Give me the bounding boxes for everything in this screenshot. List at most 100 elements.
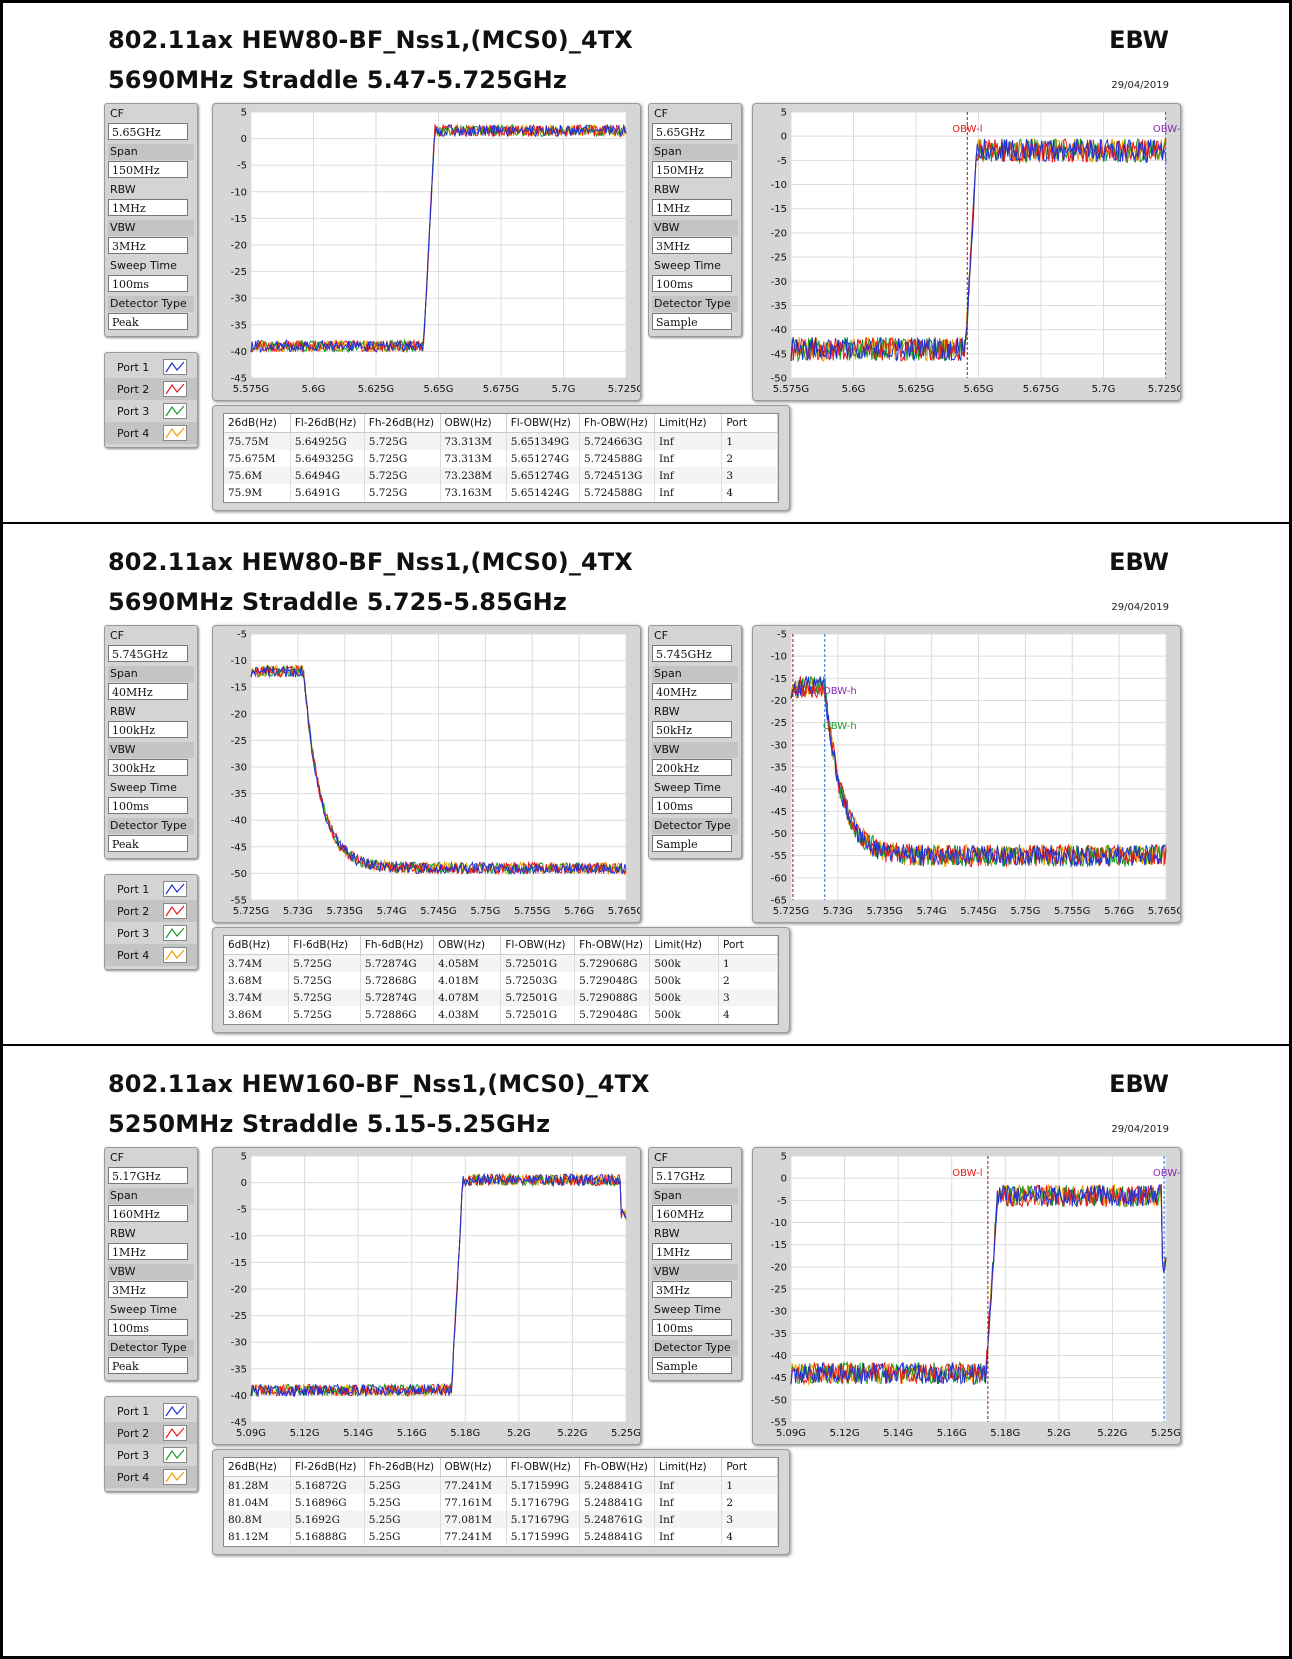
column-header: Port — [718, 936, 778, 955]
rbw-field[interactable]: 100kHz — [108, 721, 188, 738]
table-row[interactable]: 81.12M 5.16888G 5.25G 77.241M 5.171599G 5.248… — [224, 1528, 778, 1545]
spectrum-graph-graph2[interactable]: 5.725G 5.73G 5.735G 5.74G 5.745G 5.75G 5.755G 5… — [752, 625, 1181, 923]
vbw-field[interactable]: 3MHz — [652, 237, 732, 254]
spectrum-graph-graph1[interactable]: 5.725G 5.73G 5.735G 5.74G 5.745G 5.75G 5.755G 5… — [212, 625, 641, 923]
spectrum-graph-graph2[interactable]: 5.09G 5.12G 5.14G 5.16G 5.18G 5.2G 5.22G 5.25G 5… — [752, 1147, 1181, 1445]
table-row[interactable]: 75.6M 5.6494G 5.725G 73.238M 5.651274G 5.7245… — [224, 467, 778, 484]
table-cell: 75.9M — [224, 484, 291, 501]
span-label: Span — [652, 144, 738, 160]
table-row[interactable]: 80.8M 5.1692G 5.25G 77.081M 5.171679G 5.24876… — [224, 1511, 778, 1528]
rbw-label: RBW — [654, 1227, 680, 1240]
detector-type-field[interactable]: Sample — [652, 835, 732, 852]
legend-item-port-3[interactable]: Port 3 — [105, 1444, 197, 1466]
results-table: 26dB(Hz) Fl-26dB(Hz) Fh-26dB(Hz) OBW(Hz) Fl-… — [224, 414, 778, 501]
spectrum-graph-graph2[interactable]: 5.575G 5.6G 5.625G 5.65G 5.675G 5.7G 5.725G 5 0 -… — [752, 103, 1181, 401]
table-cell: 4 — [718, 1006, 778, 1023]
legend-item-port-4[interactable]: Port 4 — [105, 422, 197, 444]
table-cell: 1 — [721, 1476, 778, 1494]
legend-item-port-1[interactable]: Port 1 — [105, 878, 197, 900]
detector-type-field[interactable]: Sample — [652, 313, 732, 330]
detector-type-field[interactable]: Peak — [108, 313, 188, 330]
cf-field[interactable]: 5.745GHz — [652, 645, 732, 662]
y-tick-label: -20 — [771, 696, 787, 707]
spectrum-graph-graph1[interactable]: 5.575G 5.6G 5.625G 5.65G 5.675G 5.7G 5.725G 5 0 -… — [212, 103, 641, 401]
table-header-row: 26dB(Hz) Fl-26dB(Hz) Fh-26dB(Hz) OBW(Hz) Fl-… — [224, 414, 778, 433]
y-tick-label: -10 — [231, 656, 247, 667]
legend-item-port-3[interactable]: Port 3 — [105, 922, 197, 944]
cf-field[interactable]: 5.17GHz — [652, 1167, 732, 1184]
legend-item-port-2[interactable]: Port 2 — [105, 378, 197, 400]
span-field[interactable]: 160MHz — [108, 1205, 188, 1222]
detector-type-label: Detector Type — [108, 1340, 194, 1356]
column-header: Fl-26dB(Hz) — [290, 1458, 365, 1477]
y-tick-label: -45 — [231, 1418, 247, 1429]
column-header: Fl-26dB(Hz) — [290, 414, 365, 433]
table-row[interactable]: 75.9M 5.6491G 5.725G 73.163M 5.651424G 5.7245… — [224, 484, 778, 501]
legend-item-port-4[interactable]: Port 4 — [105, 944, 197, 966]
sweep-time-field[interactable]: 100ms — [108, 797, 188, 814]
detector-type-field[interactable]: Peak — [108, 1357, 188, 1374]
rbw-field[interactable]: 1MHz — [108, 1243, 188, 1260]
rbw-field[interactable]: 50kHz — [652, 721, 732, 738]
column-header: OBW(Hz) — [433, 936, 502, 955]
rbw-field[interactable]: 1MHz — [108, 199, 188, 216]
vbw-field[interactable]: 3MHz — [108, 237, 188, 254]
obw-marker-label: OBW-h — [1153, 1168, 1180, 1179]
span-field[interactable]: 40MHz — [652, 683, 732, 700]
vbw-field[interactable]: 3MHz — [652, 1281, 732, 1298]
table-row[interactable]: 81.28M 5.16872G 5.25G 77.241M 5.171599G 5.248… — [224, 1476, 778, 1494]
x-tick-label: 5.765G — [608, 906, 640, 917]
legend-item-port-1[interactable]: Port 1 — [105, 356, 197, 378]
vbw-field[interactable]: 300kHz — [108, 759, 188, 776]
table-row[interactable]: 75.675M 5.649325G 5.725G 73.313M 5.651274G 5.… — [224, 450, 778, 467]
y-tick-label: -20 — [231, 241, 247, 252]
y-tick-label: -30 — [231, 294, 247, 305]
span-field[interactable]: 150MHz — [108, 161, 188, 178]
left-settings-panel: CF 5.745GHz Span 40MHz RBW 100kHz VBW 300kHz Swe… — [104, 625, 198, 859]
detector-type-field[interactable]: Peak — [108, 835, 188, 852]
legend-item-port-2[interactable]: Port 2 — [105, 1422, 197, 1444]
cf-field[interactable]: 5.65GHz — [108, 123, 188, 140]
detector-type-field[interactable]: Sample — [652, 1357, 732, 1374]
sweep-time-field[interactable]: 100ms — [652, 797, 732, 814]
y-tick-label: -25 — [231, 736, 247, 747]
table-cell: 5.25G — [364, 1494, 441, 1511]
cf-field[interactable]: 5.17GHz — [108, 1167, 188, 1184]
cf-field[interactable]: 5.65GHz — [652, 123, 732, 140]
sweep-time-field[interactable]: 100ms — [108, 275, 188, 292]
vbw-field[interactable]: 200kHz — [652, 759, 732, 776]
table-row[interactable]: 3.74M 5.725G 5.72874G 4.058M 5.72501G 5.72906… — [224, 954, 778, 972]
rbw-field[interactable]: 1MHz — [652, 199, 732, 216]
table-cell: 3.68M — [224, 972, 290, 989]
sweep-time-field[interactable]: 100ms — [652, 275, 732, 292]
table-cell: 5.16888G — [290, 1528, 365, 1545]
table-cell: 77.081M — [440, 1511, 507, 1528]
results-table-panel: 26dB(Hz) Fl-26dB(Hz) Fh-26dB(Hz) OBW(Hz) Fl-… — [212, 405, 790, 511]
rbw-field[interactable]: 1MHz — [652, 1243, 732, 1260]
trace-port-1 — [250, 123, 627, 354]
span-field[interactable]: 150MHz — [652, 161, 732, 178]
legend-item-port-4[interactable]: Port 4 — [105, 1466, 197, 1488]
x-tick-label: 5.7G — [552, 384, 576, 395]
legend-item-port-2[interactable]: Port 2 — [105, 900, 197, 922]
table-row[interactable]: 3.74M 5.725G 5.72874G 4.078M 5.72501G 5.72908… — [224, 989, 778, 1006]
sweep-time-field[interactable]: 100ms — [652, 1319, 732, 1336]
span-field[interactable]: 40MHz — [108, 683, 188, 700]
vbw-field[interactable]: 3MHz — [108, 1281, 188, 1298]
x-tick-label: 5.2G — [1047, 1428, 1071, 1439]
table-row[interactable]: 81.04M 5.16896G 5.25G 77.161M 5.171679G 5.248… — [224, 1494, 778, 1511]
spectrum-graph-graph1[interactable]: 5.09G 5.12G 5.14G 5.16G 5.18G 5.2G 5.22G 5.25G 5… — [212, 1147, 641, 1445]
legend-item-port-1[interactable]: Port 1 — [105, 1400, 197, 1422]
table-row[interactable]: 3.68M 5.725G 5.72868G 4.018M 5.72503G 5.72904… — [224, 972, 778, 989]
y-tick-label: -40 — [231, 1391, 247, 1402]
span-field[interactable]: 160MHz — [652, 1205, 732, 1222]
table-cell: 5.729088G — [574, 989, 651, 1006]
table-cell: Inf — [654, 1476, 723, 1494]
table-row[interactable]: 3.86M 5.725G 5.72886G 4.038M 5.72501G 5.72904… — [224, 1006, 778, 1023]
sweep-time-field[interactable]: 100ms — [108, 1319, 188, 1336]
x-tick-label: 5.725G — [1148, 384, 1180, 395]
table-row[interactable]: 75.75M 5.64925G 5.725G 73.313M 5.651349G 5.72… — [224, 432, 778, 450]
cf-field[interactable]: 5.745GHz — [108, 645, 188, 662]
results-table: 6dB(Hz) Fl-6dB(Hz) Fh-6dB(Hz) OBW(Hz) Fl-OBW… — [224, 936, 778, 1023]
legend-item-port-3[interactable]: Port 3 — [105, 400, 197, 422]
